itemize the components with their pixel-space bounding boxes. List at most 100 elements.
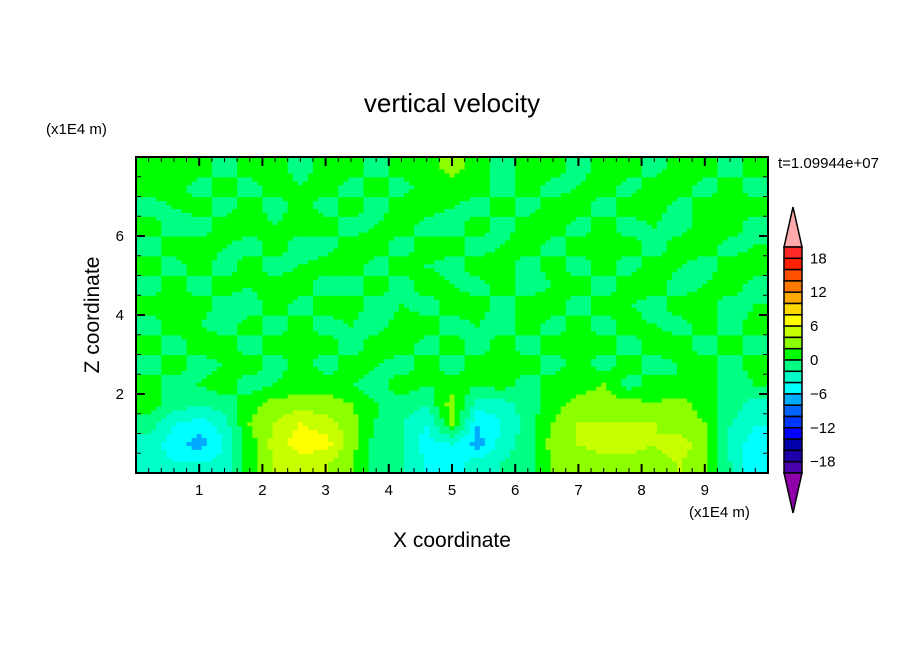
heatmap-cell	[136, 334, 142, 340]
heatmap-cell	[237, 374, 243, 379]
heatmap-cell	[682, 378, 688, 383]
heatmap-cell	[343, 457, 349, 462]
heatmap-cell	[449, 366, 456, 371]
heatmap-cell	[762, 409, 769, 415]
heatmap-cell	[520, 350, 526, 356]
heatmap-cell	[191, 433, 198, 439]
heatmap-cell	[403, 326, 410, 332]
heatmap-cell	[585, 370, 592, 375]
heatmap-cell	[323, 366, 329, 371]
heatmap-cell	[525, 401, 531, 407]
heatmap-cell	[358, 449, 365, 454]
heatmap-cell	[196, 338, 203, 344]
heatmap-cell	[323, 318, 329, 324]
heatmap-cell	[484, 322, 491, 328]
heatmap-cell	[505, 401, 511, 407]
heatmap-cell	[656, 449, 663, 454]
heatmap-cell	[636, 346, 643, 352]
heatmap-cell	[302, 386, 309, 391]
heatmap-cell	[424, 370, 430, 375]
heatmap-cell	[449, 457, 456, 462]
heatmap-cell	[206, 401, 213, 407]
heatmap-cell	[636, 437, 643, 442]
heatmap-cell	[530, 405, 537, 411]
heatmap-cell	[166, 437, 172, 442]
heatmap-cell	[297, 425, 304, 431]
heatmap-cell	[156, 461, 162, 466]
heatmap-cell	[176, 409, 183, 415]
heatmap-cell	[403, 401, 410, 407]
heatmap-cell	[221, 362, 228, 367]
heatmap-cell	[166, 342, 172, 348]
heatmap-cell	[439, 318, 446, 324]
heatmap-cell	[333, 465, 339, 470]
heatmap-cell	[287, 326, 294, 332]
heatmap-cell	[181, 421, 188, 427]
heatmap-cell	[176, 394, 183, 399]
heatmap-cell	[515, 378, 521, 383]
heatmap-cell	[666, 374, 673, 379]
heatmap-cell	[682, 394, 688, 399]
heatmap-cell	[262, 386, 269, 391]
heatmap-cell	[424, 394, 430, 399]
heatmap-cell	[601, 322, 607, 328]
heatmap-cell	[312, 318, 319, 324]
heatmap-cell	[646, 429, 653, 435]
heatmap-cell	[297, 342, 304, 348]
heatmap-cell	[393, 318, 400, 324]
heatmap-cell	[439, 330, 446, 336]
heatmap-cell	[535, 429, 542, 435]
heatmap-cell	[353, 397, 360, 403]
heatmap-cell	[262, 417, 269, 423]
heatmap-cell	[611, 449, 617, 454]
heatmap-cell	[732, 326, 739, 332]
heatmap-cell	[646, 445, 653, 450]
heatmap-cell	[307, 315, 314, 320]
heatmap-cell	[247, 318, 253, 324]
heatmap-cell	[682, 397, 688, 403]
heatmap-cell	[409, 315, 415, 320]
heatmap-cell	[469, 370, 476, 375]
heatmap-cell	[318, 378, 324, 383]
heatmap-cell	[596, 401, 602, 407]
heatmap-cell	[515, 334, 521, 340]
heatmap-cell	[307, 421, 314, 427]
heatmap-cell	[232, 461, 238, 466]
heatmap-cell	[156, 425, 162, 431]
heatmap-cell	[302, 441, 309, 446]
heatmap-cell	[292, 441, 299, 446]
heatmap-cell	[191, 465, 198, 470]
heatmap-cell	[702, 409, 708, 415]
heatmap-cell	[611, 386, 617, 391]
heatmap-cell	[596, 366, 602, 371]
heatmap-cell	[585, 421, 592, 427]
heatmap-cell	[201, 322, 208, 328]
heatmap-cell	[737, 469, 744, 474]
heatmap-cell	[515, 354, 521, 360]
heatmap-cell	[328, 457, 334, 462]
heatmap-cell	[383, 318, 390, 324]
heatmap-cell	[424, 429, 430, 435]
heatmap-cell	[484, 338, 491, 344]
heatmap-cell	[176, 354, 183, 360]
heatmap-cell	[505, 326, 511, 332]
heatmap-cell	[606, 378, 612, 383]
heatmap-cell	[414, 413, 420, 419]
heatmap-cell	[565, 465, 572, 470]
heatmap-cell	[242, 401, 248, 407]
heatmap-cell	[439, 338, 446, 344]
heatmap-cell	[297, 390, 304, 395]
heatmap-cell	[479, 449, 486, 454]
heatmap-cell	[515, 465, 521, 470]
heatmap-cell	[211, 413, 218, 419]
heatmap-cell	[292, 358, 299, 363]
heatmap-cell	[479, 366, 486, 371]
heatmap-cell	[692, 346, 698, 352]
heatmap-cell	[550, 315, 557, 320]
heatmap-cell	[747, 334, 754, 340]
heatmap-cell	[494, 350, 501, 356]
heatmap-cell	[272, 457, 279, 462]
heatmap-cell	[707, 453, 713, 458]
heatmap-cell	[621, 386, 628, 391]
heatmap-cell	[262, 445, 269, 450]
